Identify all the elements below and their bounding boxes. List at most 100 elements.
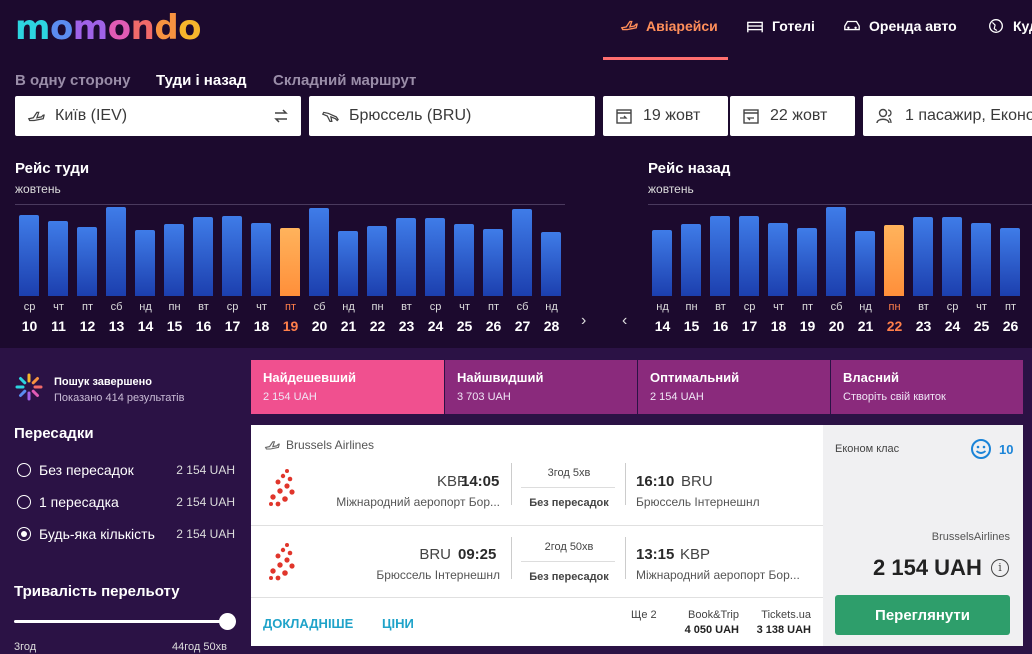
return-day-label[interactable]: 15: [683, 318, 700, 334]
outbound-price-bar-24[interactable]: [425, 218, 445, 296]
return-day-label[interactable]: 16: [712, 318, 729, 334]
return-price-bar-22[interactable]: [884, 225, 904, 296]
sort-tab-custom[interactable]: Власний Створіть свій квиток: [831, 360, 1023, 414]
outbound-day-label[interactable]: 12: [79, 318, 96, 334]
sort-tab-cheapest[interactable]: Найдешевший 2 154 UAH: [251, 360, 444, 414]
stops-option-any[interactable]: Будь-яка кількість 2 154 UAH: [17, 526, 235, 542]
outbound-day-label[interactable]: 21: [340, 318, 357, 334]
outbound-day-label[interactable]: 28: [543, 318, 560, 334]
view-deal-button[interactable]: Переглянути: [835, 595, 1010, 635]
return-day-label[interactable]: 23: [915, 318, 932, 334]
return-day-label[interactable]: 17: [741, 318, 758, 334]
nav-cars[interactable]: Оренда авто: [843, 18, 957, 34]
outbound-day-label[interactable]: 27: [514, 318, 531, 334]
alt-deal-ticketsua[interactable]: Tickets.ua 3 138 UAH: [745, 609, 811, 636]
info-icon[interactable]: i: [991, 559, 1009, 577]
outbound-day-label[interactable]: 25: [456, 318, 473, 334]
outbound-day-label[interactable]: 15: [166, 318, 183, 334]
destination-field[interactable]: Брюссель (BRU): [309, 96, 595, 136]
return-day-label[interactable]: 26: [1002, 318, 1019, 334]
trip-type-roundtrip[interactable]: Туди і назад: [156, 72, 247, 89]
outbound-price-bar-19[interactable]: [280, 228, 300, 296]
outbound-day-label[interactable]: 20: [311, 318, 328, 334]
outbound-day-label[interactable]: 13: [108, 318, 125, 334]
outbound-price-bar-14[interactable]: [135, 230, 155, 296]
stops-option-one[interactable]: 1 пересадка 2 154 UAH: [17, 494, 235, 510]
return-price-bar-20[interactable]: [826, 207, 846, 296]
prices-link[interactable]: ЦІНИ: [382, 616, 414, 631]
duration-slider-handle[interactable]: [219, 613, 236, 630]
alt-deal-booktrip[interactable]: Book&Trip 4 050 UAH: [671, 609, 739, 636]
return-day-label[interactable]: 19: [799, 318, 816, 334]
outbound-price-bar-26[interactable]: [483, 229, 503, 296]
outbound-price-bar-17[interactable]: [222, 216, 242, 296]
return-day-label[interactable]: 21: [857, 318, 874, 334]
nav-explore[interactable]: Куд: [987, 18, 1032, 34]
outbound-price-bar-12[interactable]: [77, 227, 97, 296]
outbound-price-bar-23[interactable]: [396, 218, 416, 296]
outbound-day-label[interactable]: 17: [224, 318, 241, 334]
nav-flights[interactable]: Авіарейси: [620, 18, 718, 34]
outbound-price-bar-18[interactable]: [251, 223, 271, 296]
outbound-price-bar-22[interactable]: [367, 226, 387, 296]
return-price-bar-18[interactable]: [768, 223, 788, 296]
outbound-day-label[interactable]: 16: [195, 318, 212, 334]
outbound-day-label[interactable]: 24: [427, 318, 444, 334]
outbound-price-bar-15[interactable]: [164, 224, 184, 296]
outbound-price-bar-10[interactable]: [19, 215, 39, 296]
passengers-field[interactable]: 1 пасажир, Економ: [863, 96, 1032, 136]
outbound-day-label[interactable]: 11: [51, 318, 66, 334]
return-day-label[interactable]: 25: [973, 318, 990, 334]
outbound-price-bar-27[interactable]: [512, 209, 532, 296]
return-date-field[interactable]: 22 жовт: [730, 96, 855, 136]
origin-field[interactable]: Київ (IEV): [15, 96, 301, 136]
swap-icon[interactable]: [273, 107, 289, 125]
more-deals-label[interactable]: Ще 2: [631, 609, 657, 621]
return-day-label[interactable]: 14: [654, 318, 671, 334]
return-price-bar-19[interactable]: [797, 228, 817, 296]
outbound-day-label[interactable]: 10: [21, 318, 38, 334]
outbound-price-bar-11[interactable]: [48, 221, 68, 296]
return-price-bar-14[interactable]: [652, 230, 672, 296]
outbound-price-bar-25[interactable]: [454, 224, 474, 296]
outbound-price-bar-16[interactable]: [193, 217, 213, 296]
return-day-label[interactable]: 18: [770, 318, 787, 334]
result-card[interactable]: Brussels Airlines KBP 14:05 Міжнародний …: [251, 425, 1023, 646]
return-price-bar-24[interactable]: [942, 217, 962, 296]
outbound-day-label[interactable]: 18: [253, 318, 270, 334]
outbound-next-arrow[interactable]: ›: [581, 312, 587, 329]
duration-slider-track[interactable]: [14, 620, 228, 623]
radio-button-selected[interactable]: [17, 527, 31, 541]
details-link[interactable]: ДОКЛАДНІШЕ: [263, 616, 354, 631]
return-day-label[interactable]: 22: [886, 318, 903, 334]
return-price-bar-26[interactable]: [1000, 228, 1020, 296]
radio-button[interactable]: [17, 463, 31, 477]
return-price-bar-15[interactable]: [681, 224, 701, 296]
return-day-label[interactable]: 20: [828, 318, 845, 334]
outbound-price-bar-20[interactable]: [309, 208, 329, 296]
stops-option-direct[interactable]: Без пересадок 2 154 UAH: [17, 462, 235, 478]
nav-hotels[interactable]: Готелі: [746, 18, 815, 34]
outbound-day-label[interactable]: 14: [137, 318, 154, 334]
return-price-bar-25[interactable]: [971, 223, 991, 296]
outbound-price-bar-13[interactable]: [106, 207, 126, 296]
sort-tab-optimal[interactable]: Оптимальний 2 154 UAH: [638, 360, 830, 414]
outbound-day-label[interactable]: 19: [282, 318, 299, 334]
outbound-day-label[interactable]: 23: [398, 318, 415, 334]
return-prev-arrow[interactable]: ‹: [622, 312, 628, 329]
momondo-logo[interactable]: momondo: [15, 8, 202, 48]
radio-button[interactable]: [17, 495, 31, 509]
return-price-bar-16[interactable]: [710, 216, 730, 296]
outbound-price-bar-28[interactable]: [541, 232, 561, 296]
outbound-day-label[interactable]: 26: [485, 318, 502, 334]
outbound-day-label[interactable]: 22: [369, 318, 386, 334]
return-day-label[interactable]: 24: [944, 318, 961, 334]
trip-type-oneway[interactable]: В одну сторону: [15, 72, 131, 89]
return-price-bar-21[interactable]: [855, 231, 875, 296]
return-price-bar-17[interactable]: [739, 216, 759, 296]
outbound-price-bar-21[interactable]: [338, 231, 358, 296]
trip-type-multicity[interactable]: Складний маршрут: [273, 72, 417, 89]
depart-date-field[interactable]: 19 жовт: [603, 96, 728, 136]
return-price-bar-23[interactable]: [913, 217, 933, 296]
sort-tab-fastest[interactable]: Найшвидший 3 703 UAH: [445, 360, 637, 414]
